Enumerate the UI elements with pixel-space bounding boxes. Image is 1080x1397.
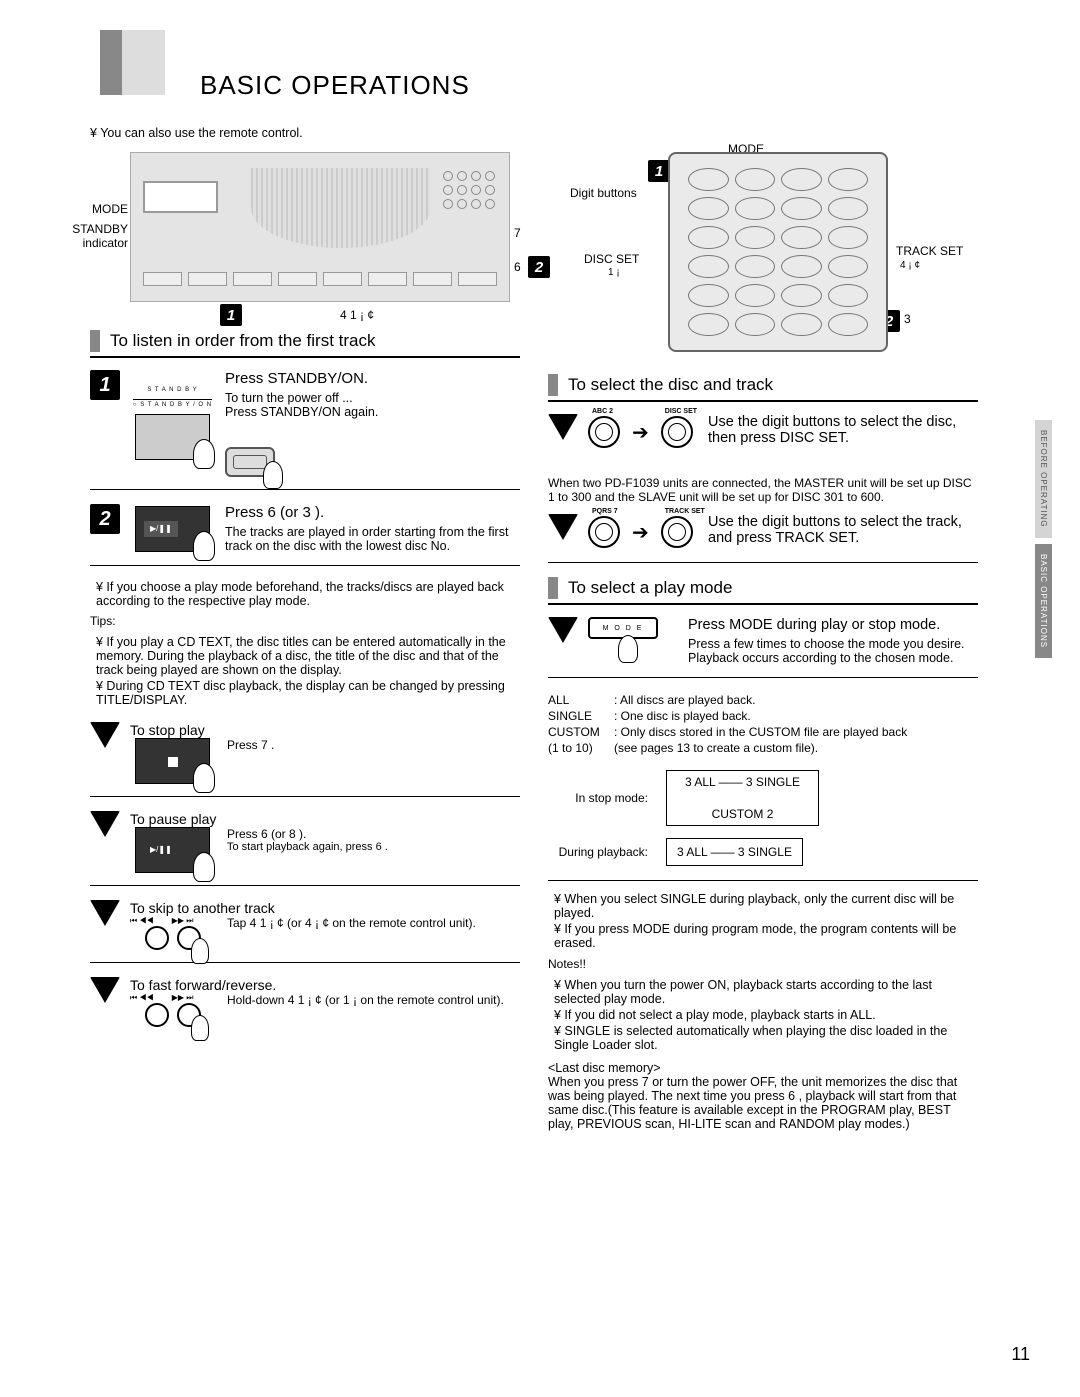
mini-ff-body: Hold-down 4 1 ¡ ¢ (or 1 ¡ on the remote … [227,993,520,1007]
remote-diagram [668,152,888,352]
arrow-icon: ➔ [632,520,649,545]
tri-icon [90,977,120,1003]
tri-icon [548,514,578,540]
step-number-2: 2 [90,504,120,534]
r-callout-digit: Digit buttons [570,186,637,200]
page-corner-block [100,30,165,95]
cycle-stop-label: In stop mode: [548,791,648,805]
arrow-icon: ➔ [632,420,649,445]
callout-6: 6 [514,260,521,274]
r-note-2: ¥ SINGLE is selected automatically when … [554,1023,978,1053]
page-number: 11 [1011,1344,1030,1365]
top-note: ¥ You can also use the remote control. [90,126,990,140]
cycle-stop-seq: 3 ALL —— 3 SINGLE [685,775,800,789]
tip-1: ¥ If you play a CD TEXT, the disc titles… [96,634,520,678]
tri-icon [90,811,120,837]
step1-body1: To turn the power off ... [225,391,520,405]
cycle-stop-seq2: CUSTOM 2 [712,807,774,821]
side-tab-before: BEFORE OPERATING [1035,420,1052,538]
notes-heading: Notes!! [548,957,978,971]
mode-step-body1: Press a few times to choose the mode you… [688,637,978,651]
section-play-mode: To select a play mode [548,577,978,605]
r-step1-lead: Use the digit buttons to select the disc… [708,414,978,446]
cycle-play-seq: 3 ALL —— 3 SINGLE [666,838,803,866]
standby-label-1: S T A N D B Y [147,387,197,393]
tri-icon [90,900,120,926]
side-tab-basic: BASIC OPERATIONS [1035,544,1052,658]
mode-step-lead: Press MODE during play or stop mode. [688,617,978,633]
memory-body: When you press 7 or turn the power OFF, … [548,1075,978,1131]
r-bubble-2: 2 [528,256,550,278]
mini-stop-head: To stop play [130,722,520,738]
mini-ff-head: To fast forward/reverse. [130,977,520,993]
mini-skip-body: Tap 4 1 ¡ ¢ (or 4 ¡ ¢ on the remote cont… [227,916,520,930]
r-step2-lead: Use the digit buttons to select the trac… [708,514,978,546]
step2-body: The tracks are played in order starting … [225,525,520,553]
r-callout-discset-sub: 1 ¡ [608,267,620,278]
r-step1-note: When two PD-F1039 units are connected, t… [548,476,978,504]
r-callout-3: 3 [904,312,911,326]
step1-body2: Press STANDBY/ON again. [225,405,520,419]
callout-41: 4 1 ¡ ¢ [340,308,374,322]
cd-player-diagram [130,152,510,302]
mini-skip-head: To skip to another track [130,900,520,916]
cycle-play-label: During playback: [548,845,648,859]
tri-icon [548,414,578,440]
mini-pause-body: Press 6 (or 8 ). [227,827,520,841]
r-bullet-1: ¥ If you press MODE during program mode,… [554,921,978,951]
section-title: To listen in order from the first track [110,331,375,351]
playmode-note: ¥ If you choose a play mode beforehand, … [96,580,520,608]
mini-pause-sub: To start playback again, press 6 . [227,841,520,853]
r-note-1: ¥ If you did not select a play mode, pla… [554,1007,978,1023]
callout-7: 7 [514,226,521,240]
r-callout-discset: DISC SET [584,252,639,266]
callout-mode: MODE [82,202,128,216]
standby-label-2: ○ S T A N D B Y / O N [133,399,212,408]
modes-table: ALL: All discs are played back. SINGLE: … [548,692,978,756]
r-bubble-1: 1 [648,160,670,182]
section-title-r1: To select the disc and track [568,375,773,395]
tip-2: ¥ During CD TEXT disc playback, the disp… [96,678,520,708]
tri-icon [548,617,578,643]
section-title-r2: To select a play mode [568,578,732,598]
tri-icon [90,722,120,748]
section-select-disc-track: To select the disc and track [548,374,978,402]
r-bullet-0: ¥ When you select SINGLE during playback… [554,891,978,921]
step-number-1: 1 [90,370,120,400]
mini-pause-head: To pause play [130,811,520,827]
page-title: BASIC OPERATIONS [200,70,990,101]
side-tabs: BEFORE OPERATING BASIC OPERATIONS [1035,420,1052,658]
memory-heading: <Last disc memory> [548,1061,978,1075]
r-callout-trackset: TRACK SET [896,244,963,258]
r-callout-trackset-sub: 4 ¡ ¢ [900,260,920,271]
step2-lead: Press 6 (or 3 ). [225,504,520,521]
callout-standby: STANDBY indicator [70,222,128,251]
bubble-1: 1 [220,304,242,326]
section-listen-first-track: To listen in order from the first track [90,330,520,358]
step1-lead: Press STANDBY/ON. [225,370,520,387]
r-note-0: ¥ When you turn the power ON, playback s… [554,977,978,1007]
mode-step-body2: Playback occurs according to the chosen … [688,651,978,665]
mini-stop-body: Press 7 . [227,738,520,752]
tips-heading: Tips: [90,614,520,628]
